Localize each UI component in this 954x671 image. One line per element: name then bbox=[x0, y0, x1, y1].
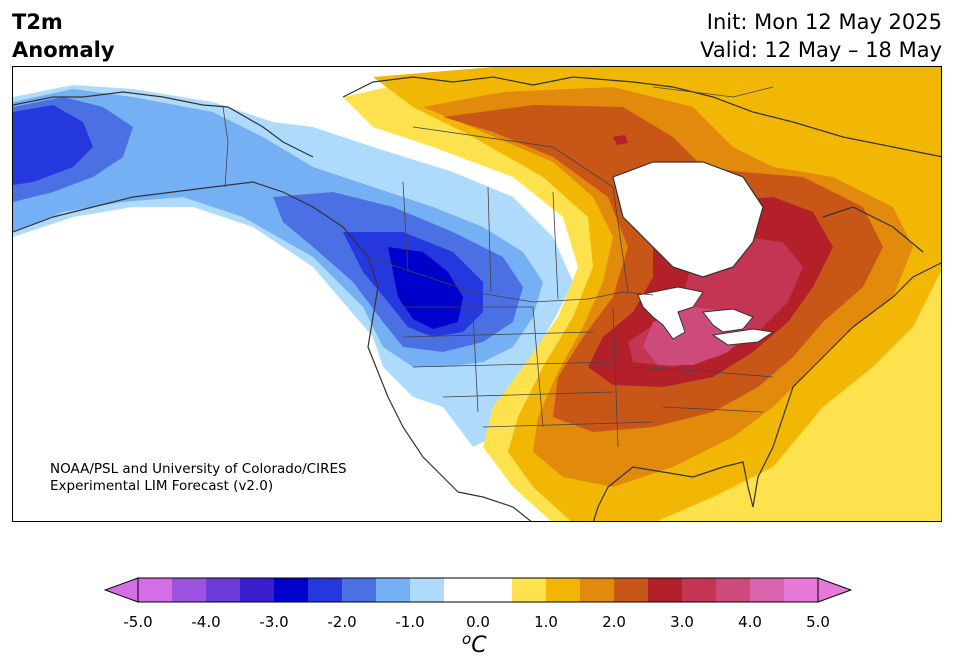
credit-line-1: NOAA/PSL and University of Colorado/CIRE… bbox=[50, 461, 347, 477]
credit-line-2: Experimental LIM Forecast (v2.0) bbox=[50, 478, 274, 494]
colorbar-segment bbox=[478, 578, 513, 602]
colorbar-segment bbox=[410, 578, 445, 602]
colorbar-segment bbox=[512, 578, 547, 602]
colorbar-segment bbox=[274, 578, 309, 602]
colorbar-extend-high bbox=[817, 577, 852, 603]
colorbar-segment bbox=[784, 578, 819, 602]
colorbar-segment bbox=[138, 578, 173, 602]
great-lakes bbox=[637, 286, 775, 346]
colorbar bbox=[104, 577, 852, 603]
colorbar-segment bbox=[716, 578, 751, 602]
valid-date: Valid: 12 May – 18 May bbox=[700, 38, 942, 62]
colorbar-segment bbox=[444, 578, 479, 602]
colorbar-segment bbox=[308, 578, 343, 602]
hudson-bay bbox=[613, 162, 763, 277]
colorbar-tick-label: -3.0 bbox=[259, 613, 289, 631]
colorbar-tick-label: 5.0 bbox=[806, 613, 830, 631]
colorbar-tick-label: 4.0 bbox=[738, 613, 762, 631]
colorbar-tick-label: 1.0 bbox=[534, 613, 558, 631]
colorbar-tick-label: 3.0 bbox=[670, 613, 694, 631]
colorbar-segment bbox=[614, 578, 649, 602]
colorbar-tick-label: -5.0 bbox=[123, 613, 153, 631]
colorbar-segment bbox=[240, 578, 275, 602]
init-date: Init: Mon 12 May 2025 bbox=[706, 10, 942, 34]
colorbar-frame bbox=[137, 577, 819, 603]
map-canvas bbox=[13, 67, 941, 521]
warm-top-spot bbox=[613, 135, 628, 145]
unit-degree: o bbox=[462, 630, 472, 648]
colorbar-tick-label: -2.0 bbox=[327, 613, 357, 631]
colorbar-tick-label: -1.0 bbox=[395, 613, 425, 631]
colorbar-segment bbox=[648, 578, 683, 602]
colorbar-unit: oC bbox=[462, 630, 487, 658]
colorbar-segment bbox=[580, 578, 615, 602]
credit-text: NOAA/PSL and University of Colorado/CIRE… bbox=[50, 461, 347, 495]
colorbar-extend-low bbox=[104, 577, 139, 603]
temperature-anomaly-map bbox=[12, 66, 942, 522]
title-line-2: Anomaly bbox=[12, 38, 115, 62]
forecast-dates: Init: Mon 12 May 2025 Valid: 12 May – 18… bbox=[700, 8, 942, 64]
coastlines bbox=[13, 76, 941, 521]
anomaly-shading bbox=[13, 67, 941, 521]
colorbar-segment bbox=[546, 578, 581, 602]
colorbar-tick-label: -4.0 bbox=[191, 613, 221, 631]
title-line-1: T2m bbox=[12, 10, 63, 34]
colorbar-segment bbox=[682, 578, 717, 602]
colorbar-segment bbox=[750, 578, 785, 602]
political-borders bbox=[222, 86, 774, 448]
colorbar-tick-label: 2.0 bbox=[602, 613, 626, 631]
cool-strongest-region bbox=[388, 247, 463, 329]
colorbar-segment bbox=[342, 578, 377, 602]
unit-letter: C bbox=[471, 633, 487, 658]
colorbar-tick-label: 0.0 bbox=[466, 613, 490, 631]
colorbar-segment bbox=[376, 578, 411, 602]
colorbar-segment bbox=[172, 578, 207, 602]
colorbar-segment bbox=[206, 578, 241, 602]
map-title: T2m Anomaly bbox=[12, 8, 115, 64]
